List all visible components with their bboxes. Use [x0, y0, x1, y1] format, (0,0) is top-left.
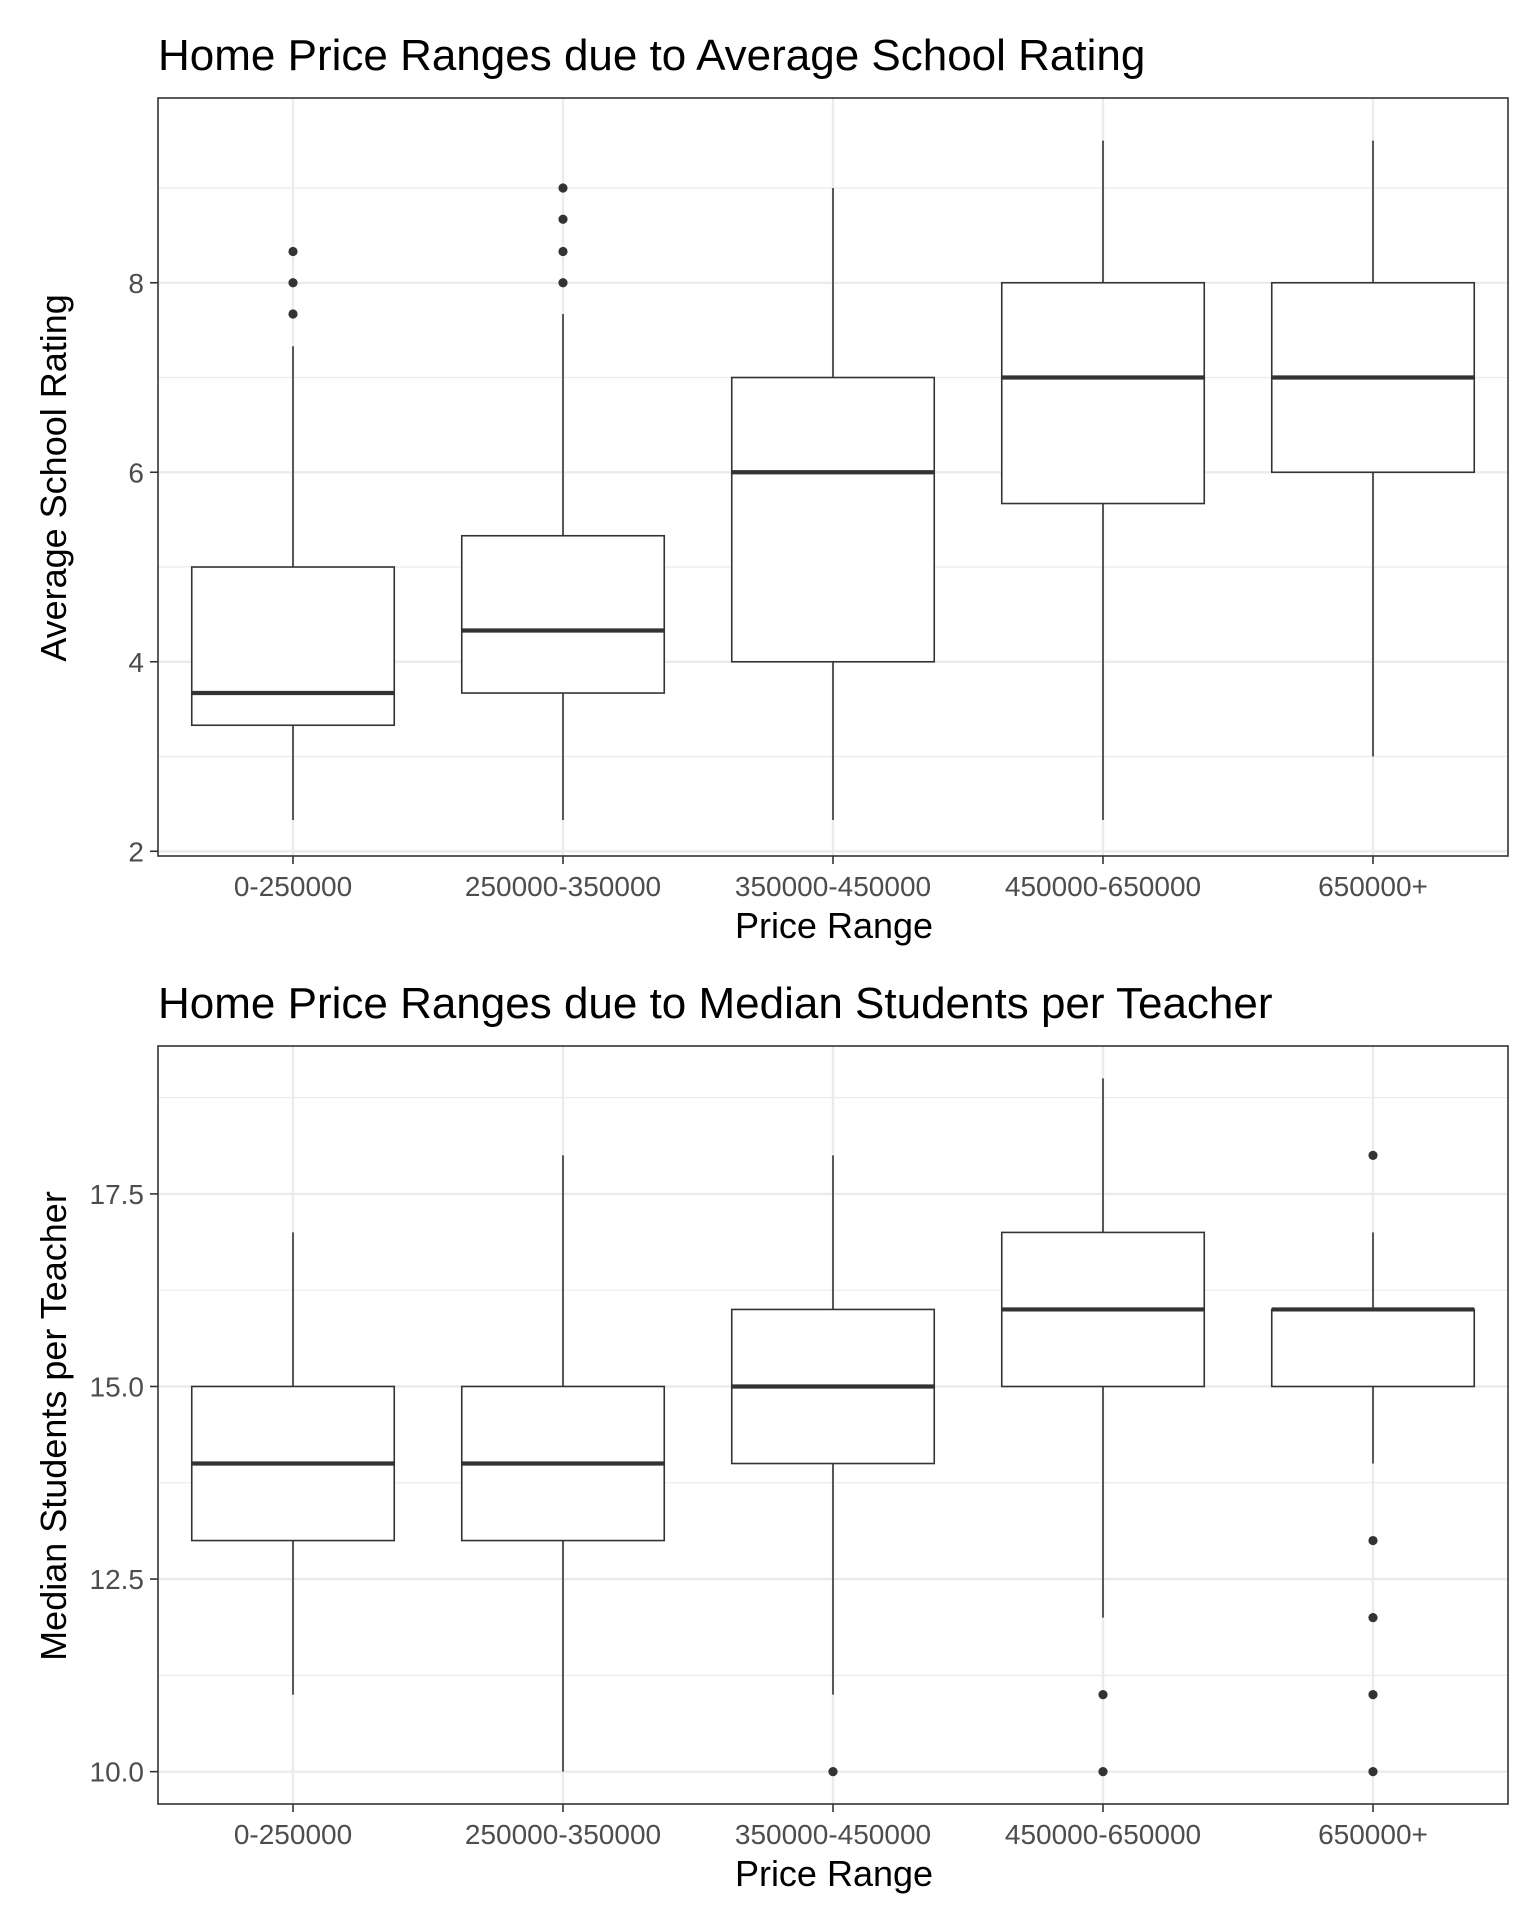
- outlier-point: [558, 183, 568, 193]
- box-iqr: [1000, 281, 1206, 505]
- box-450000-650000: [1000, 140, 1206, 820]
- box-0-250000: [190, 1232, 396, 1695]
- y-tick-label: 12.5: [90, 1564, 145, 1595]
- outlier-point: [288, 309, 298, 319]
- x-tick-label: 0-250000: [234, 1819, 352, 1850]
- box-250000-350000: [460, 183, 666, 820]
- box-350000-450000: [730, 1155, 936, 1777]
- x-tick-label: 250000-350000: [465, 871, 661, 902]
- outlier-point: [288, 278, 298, 288]
- x-axis-title: Price Range: [735, 905, 933, 946]
- chart-panel-school-rating: Home Price Ranges due to Average School …: [33, 31, 1509, 946]
- y-tick-label: 10.0: [90, 1757, 145, 1788]
- x-axis-title: Price Range: [735, 1853, 933, 1894]
- y-tick-label: 17.5: [90, 1179, 145, 1210]
- box-650000+: [1270, 1150, 1476, 1777]
- box-iqr: [460, 534, 666, 694]
- outlier-point: [1368, 1535, 1378, 1546]
- y-tick-label: 6: [128, 457, 144, 488]
- outlier-point: [558, 246, 568, 257]
- outlier-point: [1368, 1690, 1378, 1700]
- x-tick-label: 350000-450000: [735, 1819, 931, 1850]
- y-tick-label: 4: [128, 647, 144, 678]
- box-250000-350000: [460, 1155, 666, 1772]
- box-iqr: [190, 566, 396, 727]
- box-450000-650000: [1000, 1078, 1206, 1777]
- outlier-point: [1368, 1150, 1378, 1160]
- y-tick-label: 8: [128, 268, 144, 299]
- x-tick-label: 450000-650000: [1005, 871, 1201, 902]
- y-tick-label: 2: [128, 836, 144, 867]
- x-tick-label: 250000-350000: [465, 1819, 661, 1850]
- outlier-point: [558, 278, 568, 288]
- chart-title: Home Price Ranges due to Median Students…: [158, 979, 1273, 1028]
- box-0-250000: [190, 246, 396, 820]
- outlier-point: [1368, 1612, 1378, 1623]
- x-tick-label: 0-250000: [234, 871, 352, 902]
- box-350000-450000: [730, 188, 936, 820]
- box-iqr: [730, 376, 936, 663]
- outlier-point: [288, 246, 298, 257]
- outlier-point: [1098, 1767, 1108, 1777]
- box-iqr: [1270, 1308, 1476, 1388]
- y-axis-title: Average School Rating: [33, 294, 74, 662]
- chart-panel-students-per-teacher: Home Price Ranges due to Median Students…: [33, 979, 1509, 1894]
- x-tick-label: 450000-650000: [1005, 1819, 1201, 1850]
- y-tick-label: 15.0: [90, 1371, 145, 1402]
- y-axis-title: Median Students per Teacher: [33, 1191, 74, 1661]
- x-tick-label: 350000-450000: [735, 871, 931, 902]
- outlier-point: [1368, 1767, 1378, 1777]
- x-tick-label: 650000+: [1318, 871, 1428, 902]
- outlier-point: [1098, 1690, 1108, 1700]
- outlier-point: [558, 214, 568, 224]
- box-650000+: [1270, 140, 1476, 757]
- chart-title: Home Price Ranges due to Average School …: [158, 31, 1145, 80]
- x-tick-label: 650000+: [1318, 1819, 1428, 1850]
- outlier-point: [828, 1767, 838, 1777]
